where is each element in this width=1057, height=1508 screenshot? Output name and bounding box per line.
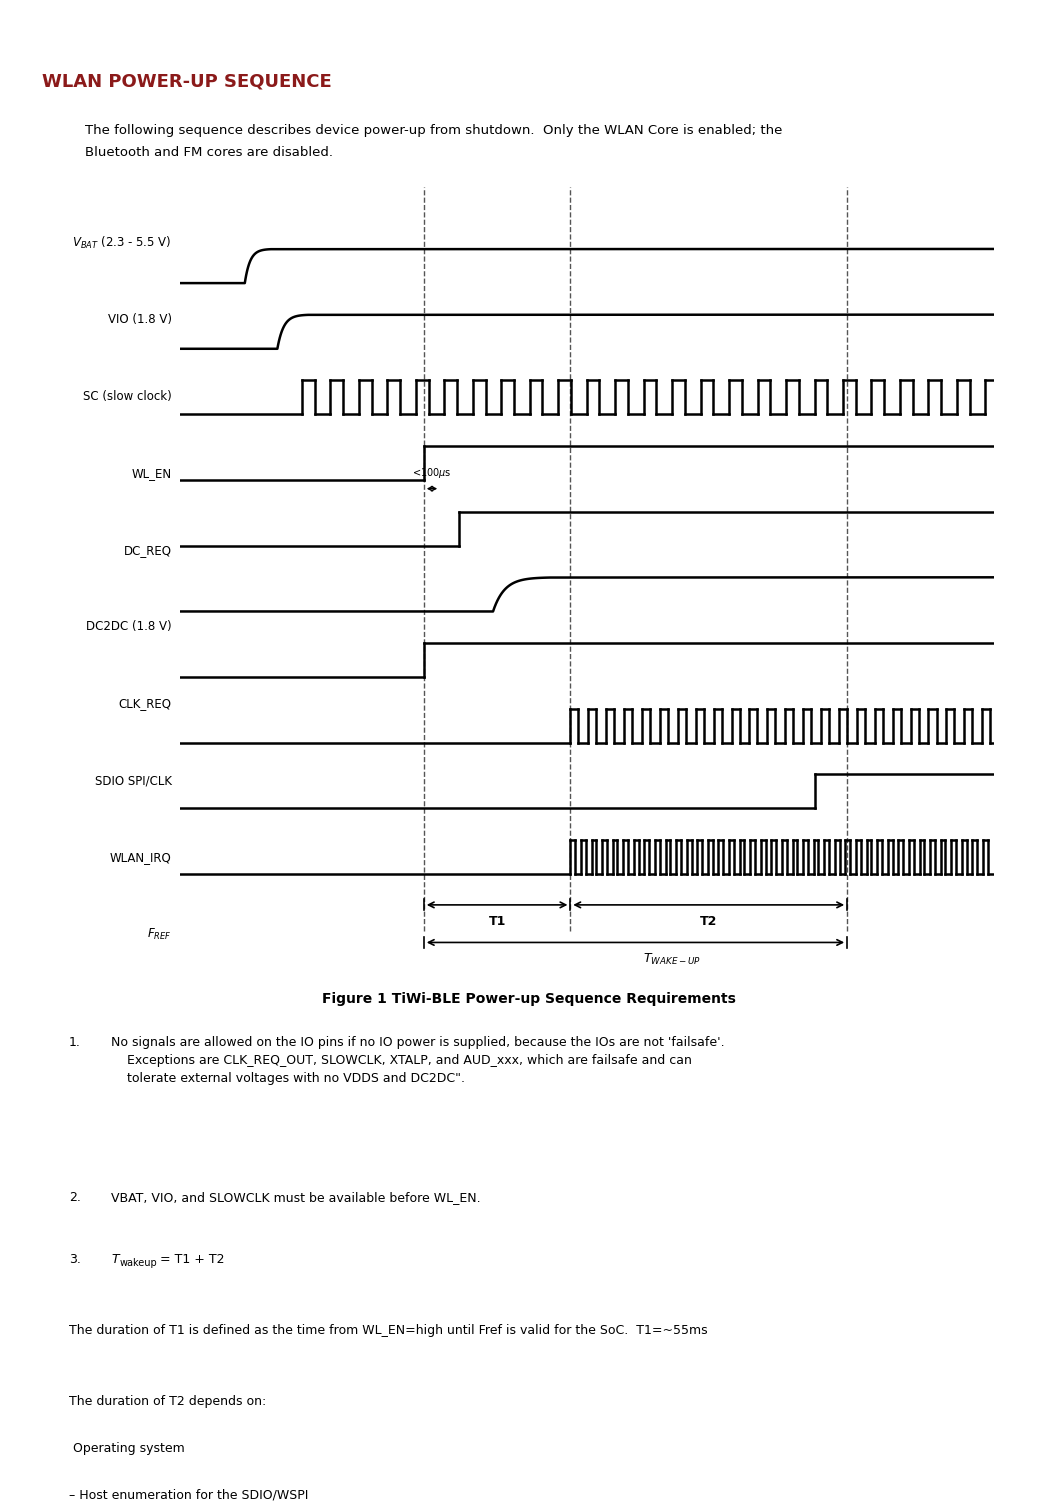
Text: 3.: 3. [69, 1253, 80, 1267]
Text: $V_{BAT}$ (2.3 - 5.5 V): $V_{BAT}$ (2.3 - 5.5 V) [72, 235, 171, 250]
Text: No signals are allowed on the IO pins if no IO power is supplied, because the IO: No signals are allowed on the IO pins if… [111, 1036, 725, 1084]
Text: 1.: 1. [69, 1036, 80, 1050]
Text: Operating system: Operating system [69, 1442, 185, 1455]
Text: CLK_REQ: CLK_REQ [118, 697, 171, 710]
Text: VBAT, VIO, and SLOWCLK must be available before WL_EN.: VBAT, VIO, and SLOWCLK must be available… [111, 1191, 481, 1205]
Text: T2: T2 [700, 914, 718, 927]
Text: $F_{REF}$: $F_{REF}$ [147, 927, 171, 942]
Text: The following sequence describes device power-up from shutdown.  Only the WLAN C: The following sequence describes device … [85, 124, 782, 137]
Text: The duration of T2 depends on:: The duration of T2 depends on: [69, 1395, 266, 1408]
Text: SDIO SPI/CLK: SDIO SPI/CLK [94, 774, 171, 787]
Text: 2.: 2. [69, 1191, 80, 1205]
Text: – Host enumeration for the SDIO/WSPI: – Host enumeration for the SDIO/WSPI [69, 1488, 308, 1502]
Text: wakeup: wakeup [119, 1258, 157, 1268]
Text: WLAN_IRQ: WLAN_IRQ [110, 851, 171, 864]
Text: DC2DC (1.8 V): DC2DC (1.8 V) [86, 620, 171, 633]
Text: Bluetooth and FM cores are disabled.: Bluetooth and FM cores are disabled. [85, 146, 333, 160]
Text: T1: T1 [488, 914, 506, 927]
Text: The duration of T1 is defined as the time from WL_EN=high until Fref is valid fo: The duration of T1 is defined as the tim… [69, 1324, 707, 1338]
Text: = T1 + T2: = T1 + T2 [156, 1253, 225, 1267]
Text: SC (slow clock): SC (slow clock) [82, 391, 171, 403]
Text: <100$\mu$s: <100$\mu$s [412, 466, 451, 480]
Text: WL_EN: WL_EN [131, 466, 171, 480]
Text: WLAN POWER-UP SEQUENCE: WLAN POWER-UP SEQUENCE [42, 72, 332, 90]
Text: T: T [111, 1253, 118, 1267]
Text: DC_REQ: DC_REQ [124, 543, 171, 556]
Text: $T_{WAKE-UP}$: $T_{WAKE-UP}$ [643, 952, 701, 967]
Text: VIO (1.8 V): VIO (1.8 V) [108, 314, 171, 326]
Text: Figure 1 TiWi-BLE Power-up Sequence Requirements: Figure 1 TiWi-BLE Power-up Sequence Requ… [321, 992, 736, 1006]
